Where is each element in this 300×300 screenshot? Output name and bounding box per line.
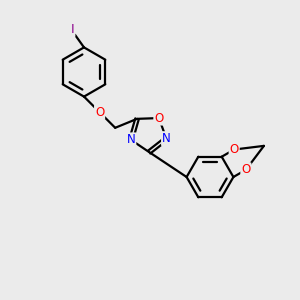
- Text: O: O: [95, 106, 104, 119]
- Text: O: O: [230, 143, 239, 156]
- Text: N: N: [162, 132, 171, 145]
- Text: O: O: [154, 112, 164, 124]
- Text: I: I: [71, 23, 74, 36]
- Text: O: O: [241, 163, 250, 176]
- Text: N: N: [127, 134, 135, 146]
